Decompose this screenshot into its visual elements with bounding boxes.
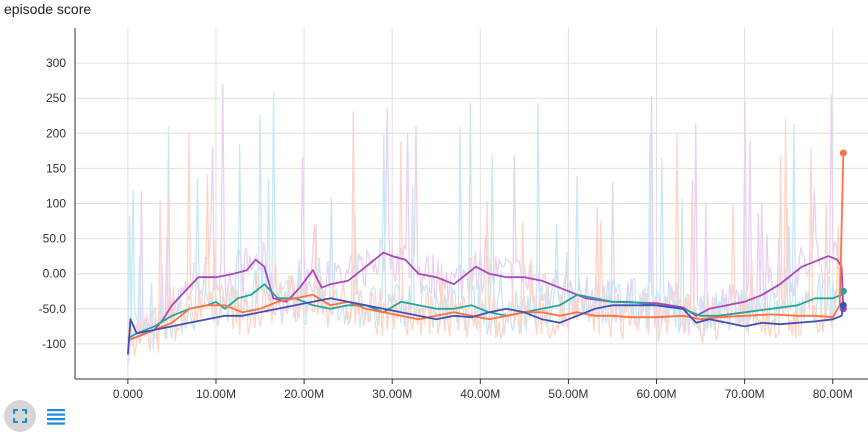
- raw-score-traces: [127, 83, 841, 366]
- y-tick-label: 150: [46, 161, 66, 175]
- raw-trace: [127, 91, 841, 362]
- series-endpoint-marker: [839, 301, 847, 309]
- expand-chart-button[interactable]: [4, 400, 36, 432]
- y-tick-label: 100: [46, 197, 66, 211]
- series-endpoint-marker: [839, 149, 847, 157]
- series-endpoint-marker: [839, 287, 847, 295]
- y-tick-label: 0.00: [43, 267, 67, 281]
- series-line: [127, 297, 845, 355]
- fullscreen-icon: [13, 409, 27, 423]
- series-line: [127, 283, 845, 340]
- y-tick-label: -100: [42, 337, 66, 351]
- axes: -100 -50.0 0.00 50.0 100 150 200 250 300 0.000 10.…: [39, 28, 868, 400]
- x-tick-label: 30.00M: [372, 387, 412, 400]
- chart-title: episode score: [4, 1, 92, 17]
- y-tick-label: 250: [46, 91, 66, 105]
- raw-trace: [127, 83, 841, 366]
- x-tick-label: 70.00M: [725, 387, 765, 400]
- x-tick-label: 0.000: [113, 387, 143, 400]
- series-line: [127, 152, 845, 342]
- y-tick-label: 300: [46, 56, 66, 70]
- episode-score-plot: -100 -50.0 0.00 50.0 100 150 200 250 300 0.000 10.…: [39, 28, 868, 400]
- x-tick-label: 40.00M: [460, 387, 500, 400]
- y-tick-label: 200: [46, 126, 66, 140]
- x-tick-label: 20.00M: [284, 387, 324, 400]
- smoothed-series-lines: [127, 149, 847, 355]
- y-tick-label: 50.0: [43, 232, 67, 246]
- series-line: [127, 251, 845, 342]
- toggle-legend-button[interactable]: [46, 408, 66, 426]
- x-tick-label: 60.00M: [637, 387, 677, 400]
- x-tick-label: 50.00M: [548, 387, 588, 400]
- x-tick-label: 10.00M: [196, 387, 236, 400]
- list-icon: [47, 409, 65, 425]
- x-tick-label: 80.00M: [813, 387, 853, 400]
- y-tick-label: -50.0: [39, 302, 67, 316]
